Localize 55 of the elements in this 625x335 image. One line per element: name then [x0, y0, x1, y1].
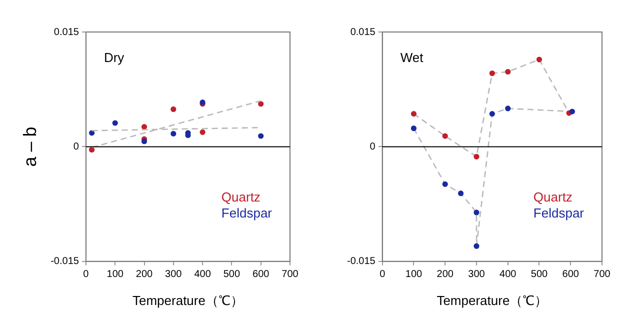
x-tick-label: 600 — [562, 269, 580, 280]
point — [505, 68, 511, 75]
point — [170, 106, 176, 112]
point — [258, 133, 264, 139]
x-tick-label: 400 — [194, 269, 212, 280]
point — [410, 126, 417, 132]
x-axis-title: Temperature（℃） — [436, 292, 548, 308]
y-axis-title: a – b — [20, 126, 40, 167]
point — [505, 106, 511, 112]
x-tick-label: 0 — [83, 269, 90, 280]
point — [489, 70, 495, 76]
text: Feldspar — [221, 205, 273, 220]
point — [474, 243, 480, 249]
y-tick-label: -0.015 — [50, 256, 80, 268]
y-tick-label: 0.015 — [54, 26, 80, 38]
x-tick-label: 700 — [282, 269, 299, 280]
point — [112, 120, 118, 126]
point — [442, 181, 448, 187]
x-tick-label: 500 — [530, 269, 548, 280]
text: Quartz — [533, 189, 572, 204]
point — [170, 130, 176, 136]
text: Quartz — [221, 189, 260, 204]
point — [88, 130, 95, 136]
x-tick-label: 400 — [500, 269, 517, 280]
point — [569, 108, 575, 114]
point — [410, 111, 417, 117]
x-tick-label: 700 — [594, 269, 611, 280]
x-tick-label: 0 — [380, 269, 386, 280]
annotation: Wet — [400, 50, 424, 66]
point — [474, 154, 480, 160]
y-tick-label: 0 — [73, 141, 80, 152]
annotation: Dry — [104, 50, 125, 66]
x-tick-label: 500 — [223, 269, 240, 280]
y-tick-label: 0 — [370, 141, 376, 152]
x-tick-label: 200 — [136, 269, 154, 280]
point — [458, 190, 464, 196]
point — [474, 210, 480, 216]
x-tick-label: 100 — [106, 269, 124, 280]
y-tick-label: -0.015 — [346, 256, 376, 268]
x-axis-title: Temperature（℃） — [132, 292, 244, 308]
point — [536, 56, 542, 62]
point — [141, 124, 148, 130]
text: Feldspar — [533, 205, 585, 220]
point — [442, 133, 448, 139]
y-tick-label: 0.015 — [350, 26, 376, 38]
x-tick-label: 100 — [405, 269, 423, 280]
x-tick-label: 300 — [468, 269, 486, 280]
x-tick-label: 300 — [165, 269, 182, 280]
point — [258, 101, 264, 107]
point — [141, 138, 148, 144]
x-tick-label: 600 — [252, 269, 270, 280]
x-tick-label: 200 — [436, 269, 454, 280]
point — [88, 146, 95, 153]
point — [200, 129, 206, 135]
point — [489, 111, 495, 117]
